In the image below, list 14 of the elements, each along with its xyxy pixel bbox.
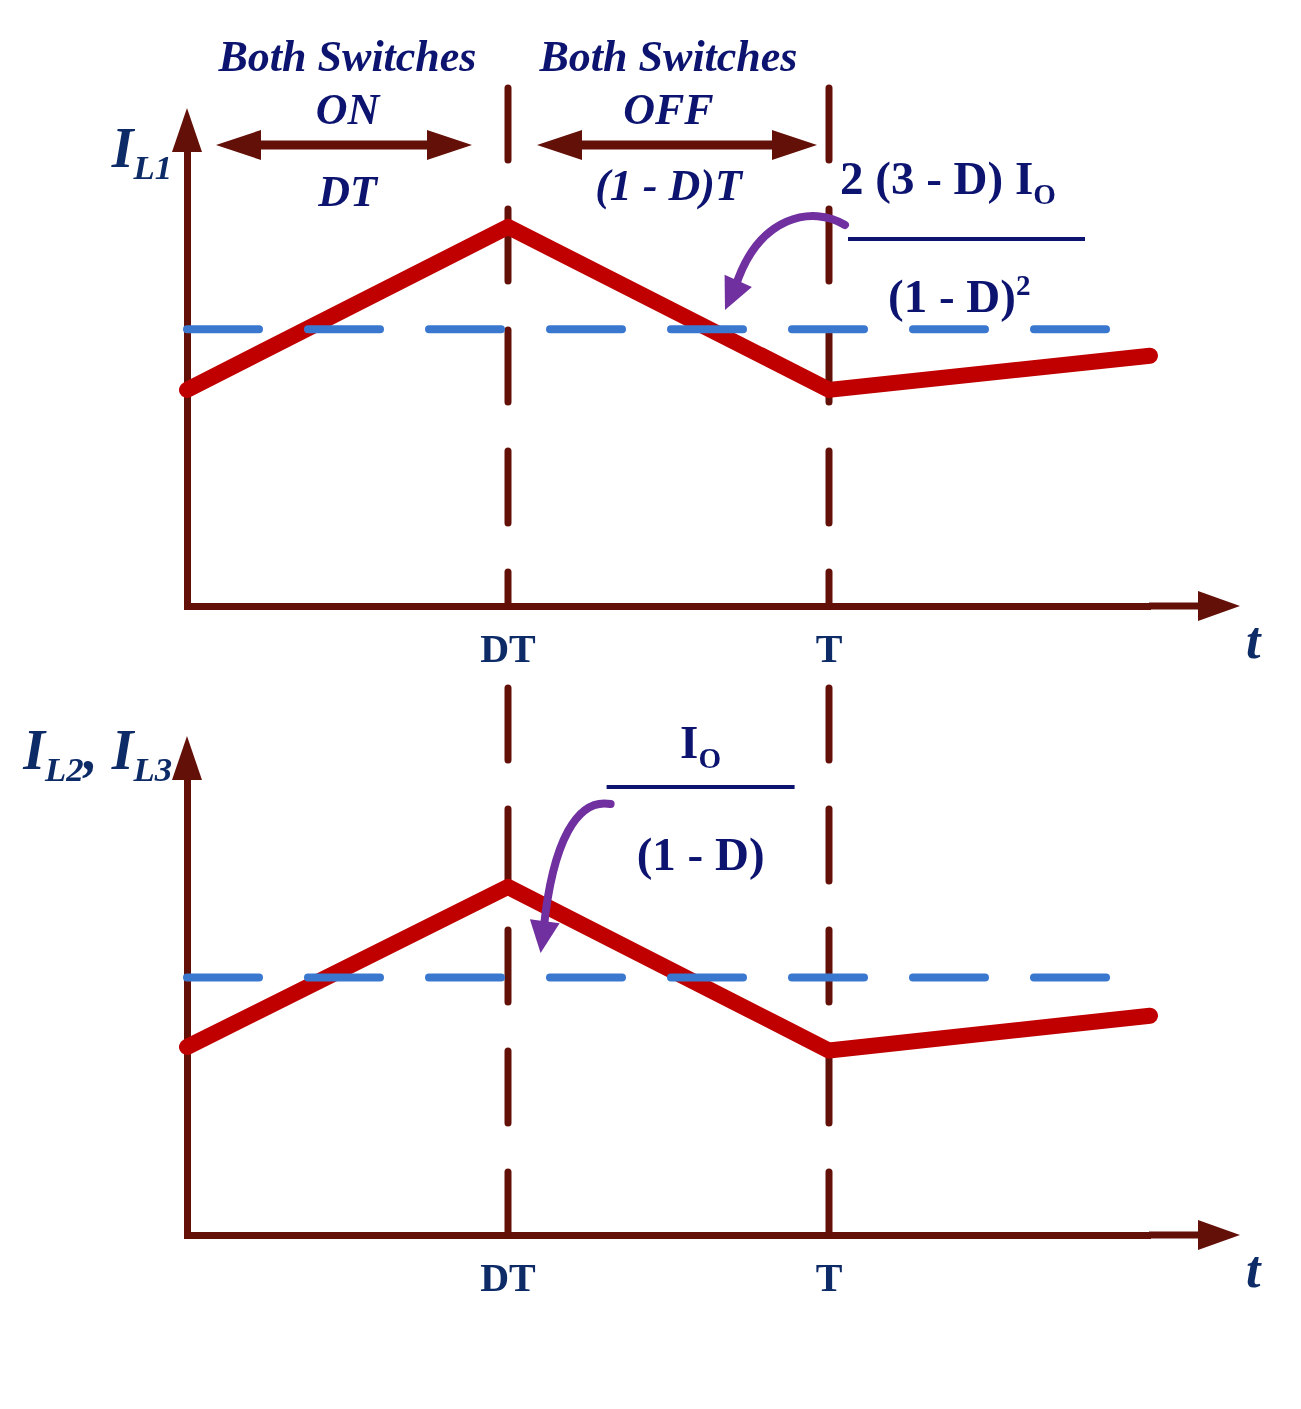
text: Both Switches ON <box>217 30 478 136</box>
x-tick-label: T <box>815 626 843 672</box>
x-axis-title: t <box>1246 611 1261 669</box>
annotation: (1 - D)$^{2}$ <box>888 269 1031 322</box>
text: I$_{O}$ <box>679 715 723 775</box>
text: 2 (3 - D) I$_{O}$ <box>840 151 1056 211</box>
text: (1 - D)T <box>594 159 745 212</box>
y-axis-title: I$_{L2}$, I$_{L3}$ <box>21 719 172 790</box>
text: (1 - D) <box>635 827 766 880</box>
text: DT <box>317 165 380 218</box>
y-axis-title: I$_{L1}$ <box>110 117 172 188</box>
text: Both Switches OFF <box>538 30 799 136</box>
x-axis-title: t <box>1246 1240 1261 1298</box>
x-tick-label: T <box>815 1255 843 1301</box>
